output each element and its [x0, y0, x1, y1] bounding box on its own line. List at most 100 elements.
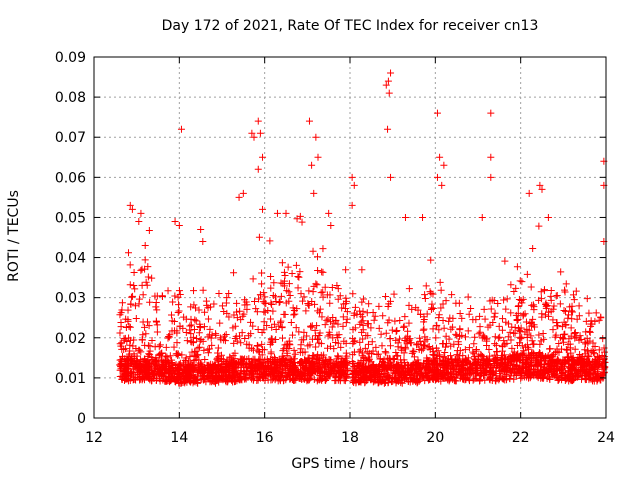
data-point [560, 331, 568, 339]
data-point [334, 285, 342, 293]
data-point [337, 372, 345, 380]
data-point [116, 329, 124, 337]
data-point [363, 309, 371, 317]
data-point [357, 357, 365, 365]
y-tick-label: 0.07 [55, 130, 86, 146]
data-point [117, 342, 125, 350]
data-point [476, 312, 484, 320]
data-point [189, 371, 197, 379]
data-point [290, 346, 298, 354]
data-point [464, 293, 472, 301]
data-point [247, 318, 255, 326]
data-point [600, 368, 608, 376]
data-point [218, 366, 226, 374]
data-point [155, 342, 163, 350]
data-point [560, 318, 568, 326]
data-point [399, 323, 407, 331]
data-point [441, 349, 449, 357]
data-point [229, 324, 237, 332]
data-point [553, 318, 561, 326]
data-point [153, 321, 161, 329]
data-point [570, 365, 578, 373]
data-point [297, 290, 305, 298]
data-point [214, 356, 222, 364]
data-point [487, 153, 495, 161]
data-point [553, 347, 561, 355]
data-point [133, 352, 141, 360]
data-point [292, 261, 300, 269]
data-point [385, 354, 393, 362]
data-point [241, 334, 249, 342]
data-point [124, 249, 132, 257]
data-point [298, 336, 306, 344]
data-point [392, 327, 400, 335]
data-point [447, 364, 455, 372]
data-point [200, 323, 208, 331]
data-point [421, 291, 429, 299]
data-point [219, 365, 227, 373]
data-point [565, 335, 573, 343]
data-point [190, 365, 198, 373]
data-point [160, 366, 168, 374]
data-point [514, 309, 522, 317]
data-point [153, 292, 161, 300]
data-point [138, 281, 146, 289]
data-point [315, 339, 323, 347]
data-point [300, 293, 308, 301]
data-point [371, 312, 379, 320]
data-point [439, 316, 447, 324]
data-point [358, 352, 366, 360]
data-point [586, 371, 594, 379]
data-point [405, 285, 413, 293]
data-point [123, 338, 131, 346]
data-point [382, 349, 390, 357]
data-point [253, 342, 261, 350]
data-point [500, 296, 508, 304]
data-point [500, 337, 508, 345]
data-point [186, 322, 194, 330]
data-point [212, 331, 220, 339]
data-point [230, 373, 238, 381]
data-point [523, 333, 531, 341]
data-point [560, 338, 568, 346]
data-point [168, 359, 176, 367]
data-point [562, 346, 570, 354]
data-point [314, 153, 322, 161]
data-point [442, 332, 450, 340]
data-point [287, 318, 295, 326]
data-point [127, 300, 135, 308]
data-point [216, 319, 224, 327]
data-point [182, 357, 190, 365]
data-point [310, 189, 318, 197]
data-point [262, 300, 270, 308]
data-point [456, 310, 464, 318]
data-point [469, 348, 477, 356]
data-point [127, 293, 135, 301]
data-point [138, 373, 146, 381]
data-point [183, 337, 191, 345]
data-point [304, 301, 312, 309]
data-point [507, 336, 515, 344]
data-point [599, 335, 607, 343]
data-point [327, 368, 335, 376]
data-point [479, 357, 487, 365]
data-point [376, 362, 384, 370]
data-point [254, 117, 262, 125]
data-point [526, 374, 534, 382]
data-point [289, 331, 297, 339]
data-point [386, 342, 394, 350]
data-point [408, 349, 416, 357]
data-point [289, 375, 297, 383]
data-point [250, 133, 258, 141]
data-point [416, 376, 424, 384]
data-point [569, 308, 577, 316]
data-point [568, 315, 576, 323]
data-point [546, 376, 554, 384]
data-point [449, 323, 457, 331]
data-point [368, 338, 376, 346]
data-point [440, 161, 448, 169]
y-tick-label: 0.01 [55, 371, 86, 387]
data-point [562, 369, 570, 377]
data-point [282, 362, 290, 370]
data-point [272, 297, 280, 305]
